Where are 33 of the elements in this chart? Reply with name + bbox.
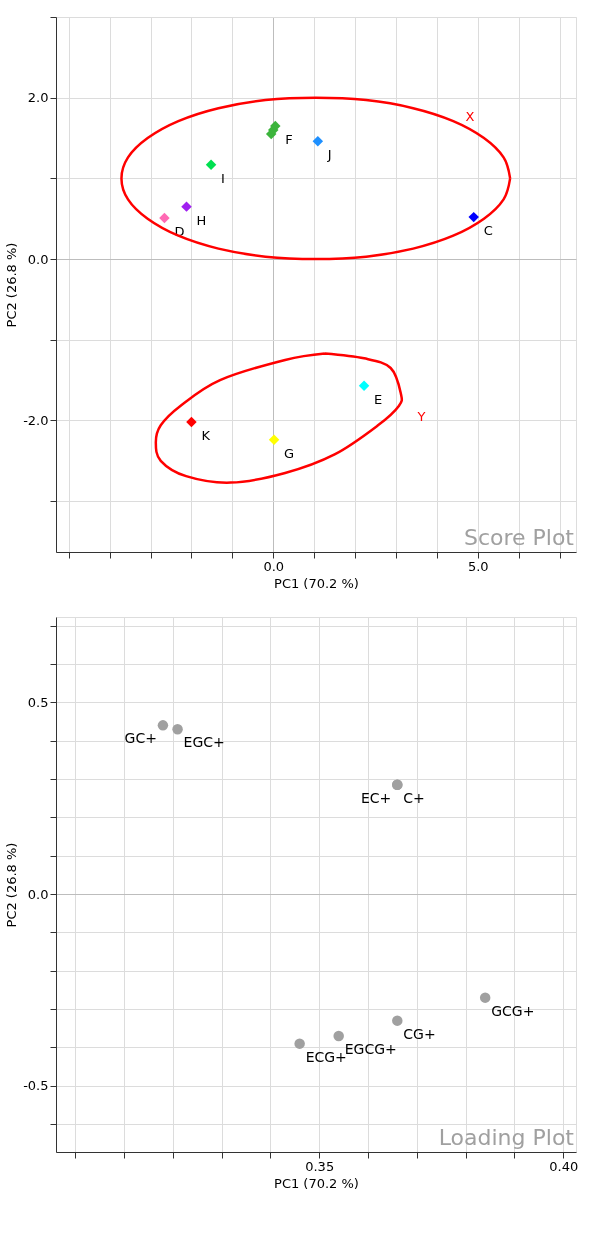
annotation: ECG+ xyxy=(305,1048,347,1065)
series-label: K xyxy=(201,428,211,444)
y-tick-label: -0.5 xyxy=(23,1078,49,1094)
annotation: EGC+ xyxy=(183,734,225,751)
series-label: G xyxy=(284,445,295,461)
annotation: EC+ xyxy=(360,789,392,806)
x-tick-label: 5.0 xyxy=(467,558,489,574)
annotation: Y xyxy=(416,409,426,425)
y-tick-label: 0.0 xyxy=(27,251,49,267)
annotation: EGCG+ xyxy=(344,1040,397,1057)
series-label: H xyxy=(196,212,207,228)
x-tick-label: 0.40 xyxy=(549,1158,579,1174)
y-tick-label: 0.0 xyxy=(27,886,49,902)
y-axis-title: PC2 (26.8 %) xyxy=(4,842,20,928)
y-axis-title: PC2 (26.8 %) xyxy=(4,242,20,328)
series-label: J xyxy=(326,147,332,163)
series-label: C xyxy=(483,223,493,239)
x-tick-label: 0.35 xyxy=(305,1158,335,1174)
annotation: X xyxy=(465,109,475,125)
series-label: I xyxy=(221,170,225,186)
series-label: F xyxy=(285,131,293,147)
annotation: GC+ xyxy=(124,730,157,747)
y-tick-label: 0.5 xyxy=(27,694,49,710)
series-label: E xyxy=(374,391,383,407)
x-axis-title: PC1 (70.2 %) xyxy=(274,1175,359,1191)
y-tick-label: 2.0 xyxy=(27,90,49,106)
annotation: GCG+ xyxy=(491,1002,535,1019)
y-tick-label: -2.0 xyxy=(23,412,49,428)
annotation: Score Plot xyxy=(463,525,575,550)
annotation: CG+ xyxy=(403,1025,436,1042)
x-axis-title: PC1 (70.2 %) xyxy=(274,575,359,591)
annotation: Loading Plot xyxy=(438,1125,575,1150)
annotation: C+ xyxy=(403,789,425,806)
